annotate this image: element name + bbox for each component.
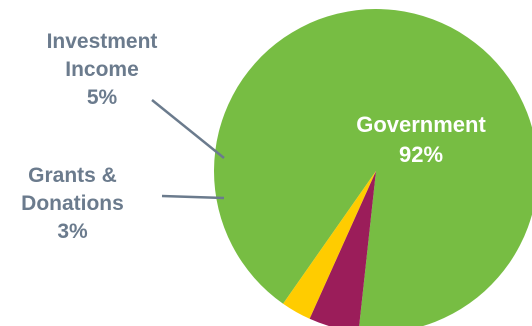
pie-slice-government [214,8,532,326]
slice-label-government: Government 92% [346,110,496,170]
slice-name-investment-income-line1: Investment [46,30,158,53]
slice-name-grants-donations-line1: Grants & [28,164,117,187]
slice-name-government: Government [356,112,486,137]
slice-label-grants-donations: Grants & Donations 3% [0,162,145,246]
leader-line-investment-income [151,99,225,159]
slice-value-investment-income: 5% [86,86,118,109]
slice-name-investment-income-line2: Income [65,58,139,81]
pie-slice-grants-donations [283,171,376,319]
slice-name-grants-donations-line2: Donations [21,192,124,215]
leader-line-grants-donations [161,194,225,200]
slice-value-government: 92% [398,142,444,167]
slice-label-investment-income: Investment Income 5% [22,28,182,112]
pie-slice-investment-income [309,171,376,326]
slice-value-grants-donations: 3% [57,220,88,243]
